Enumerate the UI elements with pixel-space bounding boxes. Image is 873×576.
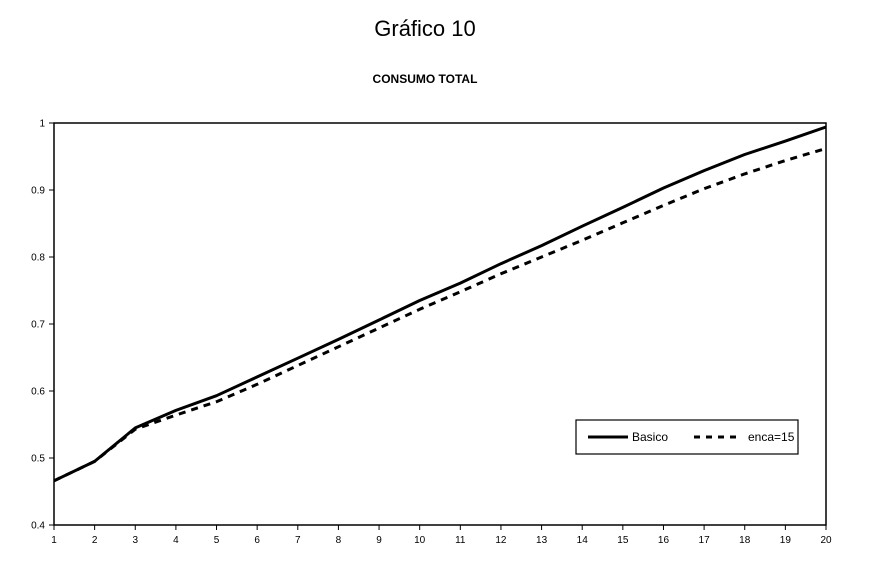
- x-tick-label: 17: [699, 535, 711, 546]
- x-tick-label: 1: [51, 535, 57, 546]
- x-tick-label: 9: [376, 535, 382, 546]
- y-tick-label: 0.5: [31, 454, 45, 465]
- series-line-enca15: [53, 147, 827, 483]
- legend: Basico enca=15: [575, 419, 799, 455]
- plot-area: [53, 122, 827, 526]
- y-tick-label: 0.6: [31, 387, 45, 398]
- chart-title: Gráfico 10: [374, 16, 476, 41]
- x-tick-label: 11: [455, 535, 466, 546]
- y-tick-label: 0.8: [31, 253, 45, 264]
- y-tick-label: 0.7: [31, 320, 45, 331]
- x-tick-label: 12: [495, 535, 507, 546]
- x-tick-label: 5: [214, 535, 220, 546]
- x-tick-label: 15: [617, 535, 629, 546]
- x-tick-label: 16: [658, 535, 670, 546]
- x-tick-label: 4: [173, 535, 179, 546]
- x-tick-label: 13: [536, 535, 548, 546]
- x-tick-label: 7: [295, 535, 301, 546]
- y-tick-label: 0.9: [31, 186, 45, 197]
- y-tick-label: 0.4: [31, 521, 45, 532]
- x-tick-label: 8: [336, 535, 342, 546]
- x-tick-label: 18: [739, 535, 751, 546]
- x-tick-label: 14: [577, 535, 589, 546]
- x-tick-label: 20: [820, 535, 832, 546]
- x-tick-label: 19: [780, 535, 792, 546]
- x-tick-label: 2: [92, 535, 98, 546]
- x-tick-label: 10: [414, 535, 426, 546]
- y-tick-label: 1: [39, 119, 45, 130]
- legend-label-basico: Basico: [632, 430, 668, 444]
- x-tick-label: 6: [254, 535, 260, 546]
- series-layer: [53, 125, 827, 483]
- x-axis: 1 2 3 4 5 6 7 8 9 10 11 12 13 14 15 16 17 18 19 20: [51, 525, 832, 546]
- y-axis: 0.4 0.5 0.6 0.7 0.8 0.9 1: [31, 119, 54, 532]
- x-tick-label: 3: [132, 535, 138, 546]
- chart-subtitle: CONSUMO TOTAL: [372, 72, 478, 86]
- series-line-basico: [53, 125, 827, 483]
- legend-label-enca15: enca=15: [748, 430, 795, 444]
